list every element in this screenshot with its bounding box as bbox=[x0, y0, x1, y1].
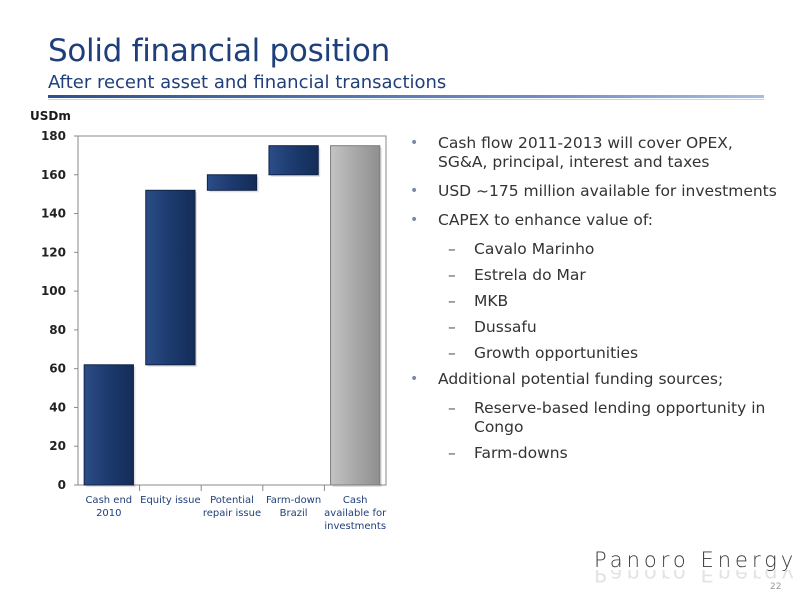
sub-bullet-item: Growth opportunities bbox=[410, 344, 780, 363]
y-tick-label: 80 bbox=[49, 323, 66, 337]
x-tick-label: available for bbox=[324, 508, 387, 519]
sub-bullet-item: Farm-downs bbox=[410, 444, 780, 463]
sub-bullet-item: Reserve-based lending opportunity in Con… bbox=[410, 399, 780, 437]
title-divider-thin bbox=[48, 99, 764, 100]
y-tick-label: 0 bbox=[58, 478, 66, 492]
bullet-item: Cash flow 2011-2013 will cover OPEX, SG&… bbox=[410, 134, 780, 172]
sub-bullet-item: Cavalo Marinho bbox=[410, 240, 780, 259]
company-logo-reflection: Panoro Energy bbox=[594, 570, 798, 586]
title-divider bbox=[48, 95, 764, 98]
company-logo: Panoro Energy bbox=[594, 548, 798, 572]
x-tick-label: repair issue bbox=[203, 508, 261, 519]
y-tick-label: 160 bbox=[41, 168, 66, 182]
bar-1 bbox=[83, 364, 134, 486]
x-tick-label: Brazil bbox=[280, 508, 308, 519]
y-tick-label: 180 bbox=[41, 129, 66, 143]
bar-4 bbox=[268, 145, 319, 176]
x-tick-label: Cash bbox=[343, 495, 368, 506]
bullet-item: Additional potential funding sources; bbox=[410, 370, 780, 389]
y-tick-label: 60 bbox=[49, 362, 66, 376]
y-tick-label: 100 bbox=[41, 284, 66, 298]
sub-bullet-item: Dussafu bbox=[410, 318, 780, 337]
y-tick-label: 120 bbox=[41, 245, 66, 259]
x-tick-label: Farm-down bbox=[266, 495, 321, 506]
bullet-list: Cash flow 2011-2013 will cover OPEX, SG&… bbox=[410, 134, 780, 470]
y-tick-label: 40 bbox=[49, 400, 66, 414]
sub-bullet-item: Estrela do Mar bbox=[410, 266, 780, 285]
x-tick-label: 2010 bbox=[96, 508, 121, 519]
x-tick-label: Potential bbox=[210, 495, 254, 506]
x-tick-label: investments bbox=[324, 521, 386, 532]
y-axis-title: USDm bbox=[30, 109, 71, 123]
bar-2 bbox=[145, 189, 196, 366]
bullet-item: USD ~175 million available for investmen… bbox=[410, 182, 780, 201]
slide-title: Solid financial position bbox=[48, 33, 390, 69]
y-tick-label: 20 bbox=[49, 439, 66, 453]
slide-subtitle: After recent asset and financial transac… bbox=[48, 72, 447, 93]
bar-5 bbox=[330, 145, 381, 486]
bullet-item: CAPEX to enhance value of: bbox=[410, 211, 780, 230]
bar-3 bbox=[206, 174, 258, 191]
page-number: 22 bbox=[770, 582, 782, 592]
sub-bullet-item: MKB bbox=[410, 292, 780, 311]
x-tick-label: Equity issue bbox=[140, 495, 201, 506]
x-tick-label: Cash end bbox=[85, 495, 132, 506]
waterfall-chart: USDm 0 20 40 60 80 100 120 140 160 180 Cash end 2010… bbox=[30, 109, 387, 532]
y-tick-label: 140 bbox=[41, 207, 66, 221]
plot-area-border bbox=[77, 135, 387, 486]
